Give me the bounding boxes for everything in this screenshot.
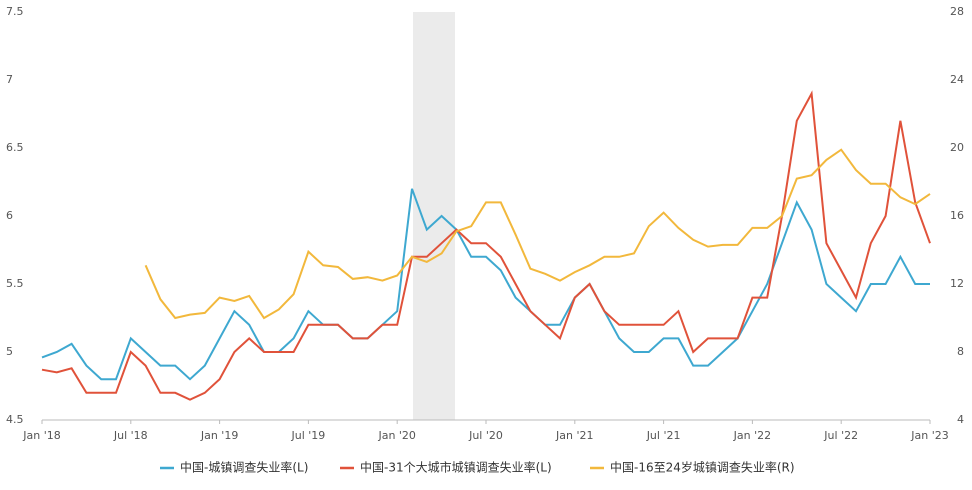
y-tick-label: 5.5 bbox=[6, 277, 24, 290]
y2-tick-label: 16 bbox=[950, 209, 964, 222]
y2-tick-label: 8 bbox=[957, 345, 964, 358]
x-tick-label: Jul '18 bbox=[113, 429, 148, 442]
legend-label: 中国-31个大城市城镇调查失业率(L) bbox=[360, 460, 552, 475]
y2-tick-label: 12 bbox=[950, 277, 964, 290]
y2-tick-label: 28 bbox=[950, 5, 964, 18]
y2-tick-label: 24 bbox=[950, 73, 964, 86]
legend-item: 中国-31个大城市城镇调查失业率(L) bbox=[340, 460, 552, 475]
y-tick-label: 7.5 bbox=[6, 5, 24, 18]
x-tick-label: Jul '22 bbox=[823, 429, 858, 442]
legend: 中国-城镇调查失业率(L) 中国-31个大城市城镇调查失业率(L) 中国-16至24… bbox=[160, 460, 795, 475]
x-tick-label: Jan '21 bbox=[555, 429, 593, 442]
x-tick-label: Jan '20 bbox=[377, 429, 415, 442]
x-tick-label: Jul '19 bbox=[291, 429, 326, 442]
y-tick-label: 6.5 bbox=[6, 141, 24, 154]
y2-tick-label: 4 bbox=[957, 413, 964, 426]
series-line bbox=[41, 188, 930, 381]
y2-tick-label: 20 bbox=[950, 141, 964, 154]
y-tick-label: 4.5 bbox=[6, 413, 24, 426]
legend-item: 中国-16至24岁城镇调查失业率(R) bbox=[590, 460, 795, 475]
series-line bbox=[41, 90, 931, 401]
legend-label: 中国-16至24岁城镇调查失业率(R) bbox=[610, 460, 795, 475]
shaded-period bbox=[413, 12, 455, 420]
x-tick-label: Jul '20 bbox=[468, 429, 503, 442]
y-tick-label: 5 bbox=[6, 345, 13, 358]
y-tick-label: 7 bbox=[6, 73, 13, 86]
series-line bbox=[144, 148, 931, 320]
x-tick-label: Jan '19 bbox=[200, 429, 238, 442]
legend-label: 中国-城镇调查失业率(L) bbox=[180, 460, 308, 475]
y-tick-label: 6 bbox=[6, 209, 13, 222]
x-tick-label: Jul '21 bbox=[646, 429, 681, 442]
x-tick-label: Jan '18 bbox=[22, 429, 60, 442]
legend-item: 中国-城镇调查失业率(L) bbox=[160, 460, 308, 475]
x-tick-label: Jan '23 bbox=[910, 429, 948, 442]
x-tick-label: Jan '22 bbox=[733, 429, 771, 442]
